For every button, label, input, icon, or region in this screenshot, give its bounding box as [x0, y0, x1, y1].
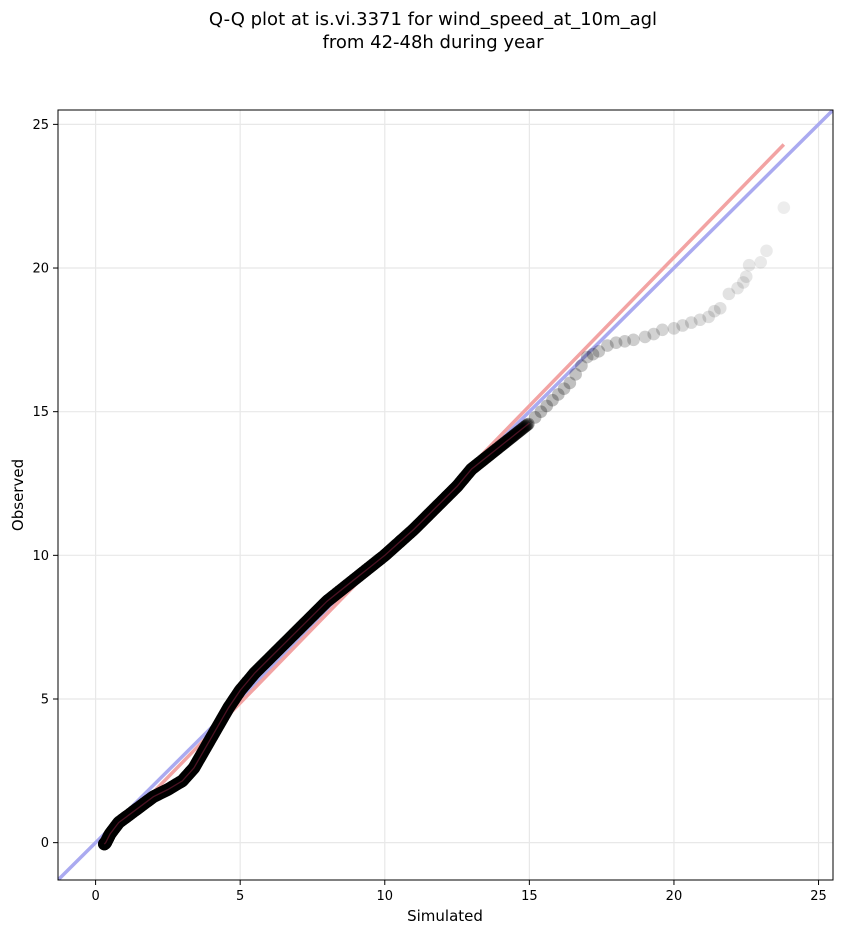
qq-tail-point — [760, 244, 773, 258]
x-tick-label: 20 — [666, 889, 683, 904]
qq-tail-point — [569, 368, 582, 381]
qq-tail-point — [702, 310, 715, 324]
qq-tail-point — [685, 316, 698, 329]
qq-tail-point — [601, 339, 614, 352]
qq-tail-point — [713, 301, 727, 315]
y-axis-label: Observed — [9, 459, 27, 531]
x-axis-label: Simulated — [407, 907, 483, 925]
qq-tail-point — [557, 382, 571, 395]
x-tick-label: 5 — [236, 889, 244, 904]
qq-trace — [103, 422, 530, 845]
data-points — [97, 201, 791, 851]
x-tick-label: 25 — [810, 889, 827, 904]
y-tick-label: 5 — [41, 692, 49, 707]
y-axis-ticks: 0 5 10 15 20 25 — [32, 118, 58, 851]
qq-tail-point — [551, 388, 565, 401]
x-axis-ticks: 0 5 10 15 20 25 — [91, 880, 827, 904]
qq-tail-point — [693, 313, 707, 327]
qq-tail-point — [667, 322, 681, 335]
qq-tail-point — [586, 347, 600, 361]
x-tick-label: 0 — [91, 889, 99, 904]
qq-tail-point — [647, 327, 661, 341]
plot-frame — [57, 109, 834, 881]
qq-tail-point — [638, 330, 652, 344]
y-tick-label: 10 — [32, 549, 49, 564]
y-tick-label: 25 — [32, 118, 49, 133]
qq-tail-point — [627, 333, 640, 347]
qq-tail-point — [737, 276, 750, 289]
x-tick-label: 10 — [376, 889, 393, 904]
qq-tail-point — [777, 201, 791, 214]
grid — [58, 110, 833, 880]
qq-tail-point — [708, 304, 721, 318]
qq-tail-point — [742, 258, 756, 272]
qq-tail-point — [739, 270, 753, 283]
y-tick-label: 15 — [32, 405, 49, 420]
qq-tail-point — [609, 336, 623, 350]
qq-tail-point — [676, 319, 689, 332]
qq-tail-point — [528, 411, 542, 424]
qq-tail-point — [546, 393, 559, 407]
qq-tail-point — [575, 359, 588, 373]
y-tick-label: 20 — [32, 262, 49, 277]
qq-tail-point — [731, 281, 744, 295]
qq-tail-point — [656, 323, 669, 337]
chart-title-line-2: from 42-48h during year — [323, 32, 545, 53]
qq-tail-point — [563, 376, 577, 390]
qq-tail-point — [540, 399, 554, 413]
qq-tail-point — [754, 255, 768, 269]
qq-tail-point — [618, 334, 632, 348]
qq-tail-point — [534, 405, 548, 418]
x-tick-label: 15 — [521, 889, 538, 904]
qq-tail-point — [592, 345, 606, 358]
chart-title-line-1: Q-Q plot at is.vi.3371 for wind_speed_at… — [209, 9, 657, 30]
y-tick-label: 0 — [41, 836, 49, 851]
qq-tail-point — [580, 350, 594, 364]
qq-tail-point — [722, 287, 736, 301]
